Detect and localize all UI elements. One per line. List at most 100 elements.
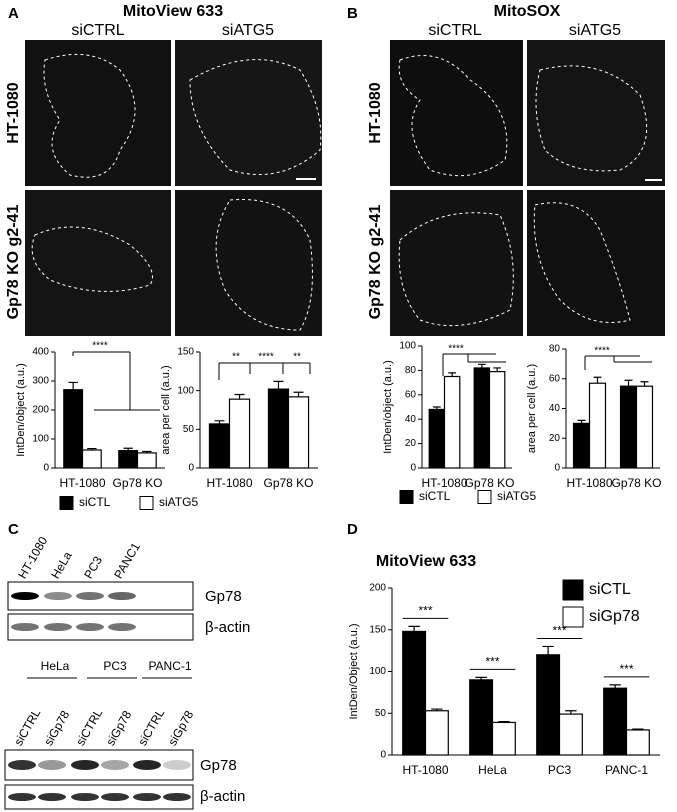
y-axis-label: IntDen/object (a.u.) (15, 363, 27, 457)
y-tick-label: 200 (369, 583, 386, 594)
error-bar (433, 406, 441, 410)
error-bar (542, 645, 554, 655)
band (101, 760, 129, 770)
bar (469, 679, 494, 756)
band (71, 760, 99, 770)
legend-label: siCTL (419, 489, 451, 503)
lane-label: siCTRL (135, 706, 167, 748)
y-tick-label: 0 (380, 750, 386, 761)
error-bar (123, 447, 133, 451)
y-tick-label: 0 (188, 463, 194, 474)
x-tick-label: HT-1080 (206, 476, 252, 490)
y-tick-label: 80 (549, 344, 561, 355)
panel-title: MitoView 633 (123, 3, 223, 20)
x-tick-label: Gp78 KO (611, 476, 661, 490)
error-bar (214, 420, 225, 424)
band (133, 760, 161, 770)
error-bar (609, 684, 621, 689)
panel-label: B (347, 5, 358, 22)
band-label: Gp78 (205, 588, 242, 605)
significance: *** (418, 604, 432, 618)
x-tick-label: HT-1080 (421, 476, 467, 490)
micrograph (175, 40, 322, 186)
band (11, 592, 39, 600)
error-bar (593, 376, 602, 384)
band (76, 592, 104, 600)
micrograph (175, 190, 322, 336)
bar (136, 452, 157, 469)
x-tick-label: Gp78 KO (464, 476, 514, 490)
band-label: Gp78 (200, 757, 237, 774)
legend-swatch (139, 496, 154, 510)
significance: **** (448, 344, 464, 355)
panel-title: MitoSOX (494, 3, 561, 20)
bar (118, 450, 139, 469)
legend-swatch (477, 490, 492, 504)
row-label: HT-1080 (367, 82, 384, 143)
error-bar (448, 372, 456, 377)
bar (228, 398, 251, 469)
lane-label: HeLa (48, 549, 75, 581)
significance: **** (92, 341, 108, 352)
band (163, 760, 191, 770)
band (11, 623, 39, 631)
cell-outline (189, 59, 322, 175)
y-tick-label: 60 (549, 373, 561, 384)
micrograph (390, 190, 523, 336)
x-tick-label: PC3 (548, 763, 572, 777)
x-tick-label: HT-1080 (59, 476, 105, 490)
x-tick-label: Gp78 KO (112, 476, 162, 490)
error-bar (498, 721, 510, 723)
significance: **** (594, 346, 610, 357)
bar (473, 367, 491, 469)
bar (491, 721, 516, 756)
micrograph (390, 40, 523, 186)
bar (536, 654, 561, 756)
group-label: HeLa (41, 659, 70, 673)
cell-outline (533, 202, 631, 323)
y-tick-label: 40 (549, 403, 561, 414)
y-tick-label: 200 (32, 405, 49, 416)
band (38, 760, 66, 770)
bar (558, 713, 583, 756)
y-axis-label: IntDen/object (a.u.) (382, 360, 394, 454)
y-tick-label: 20 (549, 433, 561, 444)
y-tick-label: 150 (369, 624, 386, 635)
error-bar (234, 393, 245, 400)
legend-label: siCTL (79, 495, 111, 509)
band (163, 793, 191, 801)
significance: *** (619, 662, 633, 676)
band (76, 623, 104, 631)
band-label: β-actin (205, 619, 250, 636)
cell-outline (215, 199, 313, 331)
y-tick-label: 100 (399, 341, 416, 352)
y-tick-label: 20 (405, 438, 417, 449)
micrograph (527, 40, 665, 186)
band (133, 793, 161, 801)
error-bar (624, 379, 633, 387)
legend-swatch (59, 496, 74, 510)
row-label: HT-1080 (5, 82, 22, 143)
error-bar (565, 710, 577, 715)
panel-label: C (8, 521, 19, 538)
error-bar (142, 450, 152, 453)
bar (625, 729, 650, 756)
cell-outline (398, 55, 508, 177)
row-label: Gp78 KO g2-41 (5, 205, 22, 320)
cell-outline (535, 65, 648, 172)
y-tick-label: 400 (32, 347, 49, 358)
y-tick-label: 100 (177, 385, 194, 396)
error-bar (632, 728, 644, 730)
x-tick-label: Gp78 KO (263, 476, 313, 490)
column-label: siCTRL (428, 22, 481, 39)
lane-label: PANC1 (111, 540, 143, 581)
band (44, 592, 72, 600)
lane-label: siGp78 (103, 708, 134, 748)
band (108, 623, 136, 631)
bar (588, 382, 607, 469)
bar (63, 389, 84, 469)
error-bar (640, 381, 649, 387)
lane-label: PC3 (81, 554, 105, 581)
x-tick-label: HeLa (478, 763, 507, 777)
